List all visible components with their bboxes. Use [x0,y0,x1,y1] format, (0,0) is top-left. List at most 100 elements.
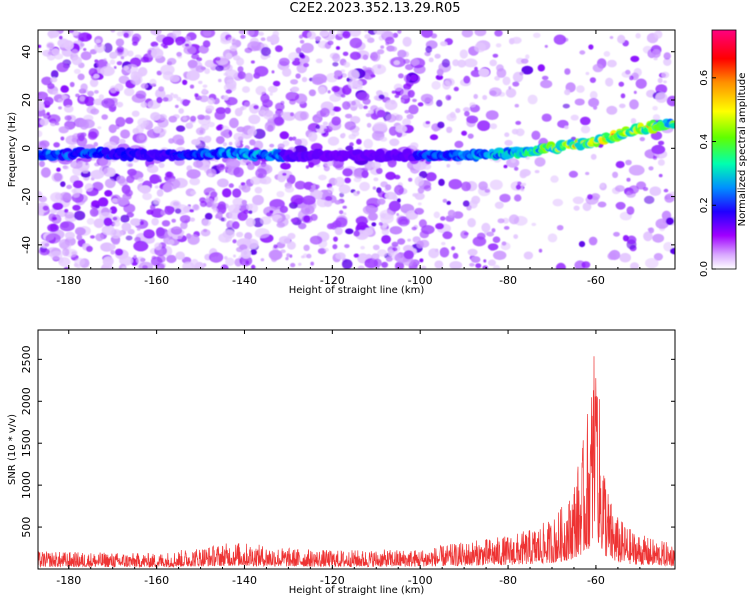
noise-blob [334,70,343,77]
noise-blob [564,68,571,75]
noise-blob [394,261,405,269]
noise-blob [372,244,380,251]
noise-blob [362,54,369,60]
noise-blob [412,98,417,103]
x-tick-label: -140 [232,274,257,287]
noise-blob [94,42,105,54]
noise-blob [362,66,367,70]
noise-blob [193,160,204,168]
noise-blob [53,93,67,103]
noise-blob [50,208,57,214]
noise-blob [38,211,44,216]
noise-blob [421,265,427,269]
noise-blob [248,114,261,125]
noise-blob [431,80,441,90]
noise-blobs [38,30,675,269]
noise-blob [232,221,240,230]
noise-blob [400,98,405,104]
noise-blob [266,212,272,217]
noise-blob [137,117,150,127]
noise-blob [366,122,372,128]
noise-blob [273,244,278,249]
noise-blob [111,198,119,204]
noise-blob [58,126,69,134]
noise-blob [371,222,377,227]
noise-blob [408,104,419,115]
noise-blob [269,143,275,148]
noise-blob [463,75,471,84]
noise-blob [193,204,199,210]
noise-blob [252,194,264,206]
x-tick-label: -120 [320,574,345,587]
noise-blob [162,36,175,46]
noise-blob [531,222,537,227]
noise-blob [363,105,368,110]
noise-blob [125,235,133,241]
noise-blob [182,79,188,86]
noise-blob [260,37,266,41]
noise-blob [116,61,123,66]
noise-blob [362,205,377,215]
noise-blob [663,241,674,252]
noise-blob [187,59,198,69]
noise-blob [372,186,377,190]
noise-blob [360,245,365,250]
noise-blob [334,200,342,205]
noise-blob [534,170,540,174]
noise-blob [644,195,655,204]
noise-blob [568,170,579,178]
noise-blob [364,34,371,39]
noise-blob [302,195,316,205]
noise-blob [246,238,259,249]
noise-blob [175,251,185,260]
noise-blob [169,75,180,83]
noise-blob [341,259,353,269]
noise-blob [234,140,241,147]
noise-blob [137,67,148,77]
noise-blob [77,73,85,81]
noise-blob [389,226,403,235]
noise-blob [176,138,185,146]
noise-blob [392,247,398,252]
noise-blob [239,106,245,111]
snr-series-line [38,356,675,569]
noise-blob [464,110,470,117]
x-tick-label: -180 [56,574,81,587]
noise-blob [310,261,315,266]
colorbar-tick-label: 0.0 [699,261,710,277]
noise-blob [64,208,69,213]
noise-blob [260,216,272,225]
noise-blob [74,210,86,221]
noise-blob [203,30,211,36]
noise-blob [58,239,70,249]
noise-blob [492,53,499,58]
noise-blob [313,117,319,123]
noise-blob [121,266,127,269]
noise-blob [247,163,255,171]
noise-blob [239,244,248,251]
noise-blob [80,51,92,61]
noise-blob [493,250,507,260]
noise-blob [241,199,247,205]
noise-blob [400,88,411,99]
noise-blob [83,48,87,51]
noise-blob [397,238,406,245]
top-plot-frame [37,29,676,270]
noise-blob [53,172,63,182]
noise-blob [253,105,259,110]
colorbar-tick-label: 0.2 [699,197,710,213]
noise-blob [224,107,231,114]
x-tick-label: -60 [587,274,605,287]
noise-blob [167,57,177,65]
noise-blob [491,228,496,233]
noise-blob [295,73,301,79]
noise-blob [60,136,65,141]
noise-blob [202,84,208,88]
noise-blob [61,248,70,257]
noise-blob [223,95,229,101]
noise-blob [377,249,388,257]
noise-blob [132,41,138,46]
noise-blob [104,178,116,189]
noise-blob [126,161,134,168]
